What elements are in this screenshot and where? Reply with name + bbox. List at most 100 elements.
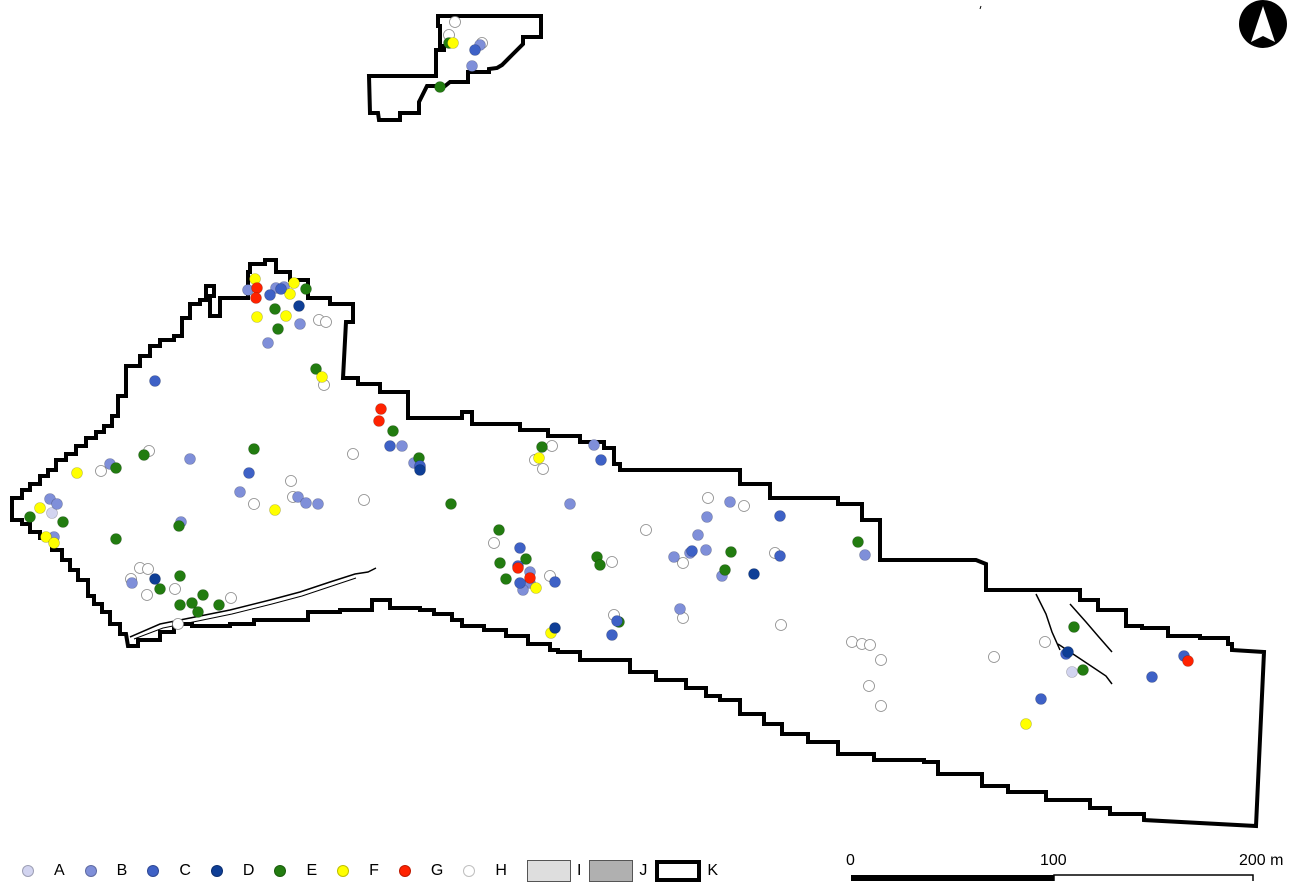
sample-point-g (375, 403, 387, 415)
legend-item-d: D (210, 862, 255, 880)
north-arrow-icon (1239, 0, 1287, 48)
legend-label-f: F (369, 862, 379, 879)
sample-point-b (859, 549, 871, 561)
sample-point-f (533, 452, 545, 464)
scale-label-100: 100 (1040, 852, 1067, 869)
sample-point-h (358, 494, 370, 506)
legend-label-i: I (576, 862, 582, 879)
sample-point-e (536, 441, 548, 453)
sample-point-c (264, 289, 276, 301)
sample-point-e (248, 443, 260, 455)
legend-swatch-c (147, 865, 160, 877)
sample-point-h (488, 537, 500, 549)
sample-point-b (300, 497, 312, 509)
sample-point-h (775, 619, 787, 631)
sample-point-c (686, 545, 698, 557)
legend-item-c: C (147, 862, 191, 880)
sample-point-h (988, 651, 1000, 663)
sample-point-d (149, 573, 161, 585)
sample-point-e (434, 81, 446, 93)
sample-point-e (174, 599, 186, 611)
sample-point-e (1077, 664, 1089, 676)
sample-point-c (384, 440, 396, 452)
sample-point-c (549, 576, 561, 588)
sample-point-b (668, 551, 680, 563)
sample-point-e (493, 524, 505, 536)
sample-point-c (611, 615, 623, 627)
sample-point-h (172, 618, 184, 630)
legend-swatch-d (210, 865, 223, 877)
legend-swatch-b (84, 865, 97, 877)
sample-point-f (251, 311, 263, 323)
legend-label-d: D (242, 862, 255, 879)
sample-point-h (347, 448, 359, 460)
sample-point-f (284, 288, 296, 300)
road-line (133, 577, 357, 640)
sample-point-h (320, 316, 332, 328)
sample-point-c (595, 454, 607, 466)
sample-point-c (606, 629, 618, 641)
sample-point-c (469, 44, 481, 56)
sample-point-b (724, 496, 736, 508)
sample-point-f (269, 504, 281, 516)
legend-swatch-j (589, 860, 634, 882)
sample-point-e (154, 583, 166, 595)
sample-point-e (1068, 621, 1080, 633)
sample-point-e (110, 533, 122, 545)
legend-item-i: I (526, 860, 582, 882)
sample-point-f (316, 371, 328, 383)
scale-end-value: 200 (1239, 852, 1266, 869)
sample-point-b (262, 337, 274, 349)
sample-point-b (692, 529, 704, 541)
sample-point-b (184, 453, 196, 465)
sample-point-f (280, 310, 292, 322)
sample-point-e (520, 553, 532, 565)
sample-point-g (251, 282, 263, 294)
scale-unit: m (1270, 852, 1284, 869)
sample-point-c (1146, 671, 1158, 683)
legend-item-e: E (274, 862, 317, 880)
map-artifact (979, 5, 982, 10)
sample-point-c (243, 467, 255, 479)
sample-point-h (546, 440, 558, 452)
scale-bar (851, 874, 1254, 881)
scale-label-200: 200 m (1239, 852, 1283, 870)
sample-point-e (269, 303, 281, 315)
sample-point-f (288, 277, 300, 289)
sample-point-h (1039, 636, 1051, 648)
sample-point-f (71, 467, 83, 479)
sample-point-b (701, 511, 713, 523)
sample-point-h (169, 583, 181, 595)
sample-point-h (738, 500, 750, 512)
sample-point-c (1035, 693, 1047, 705)
sample-point-e (310, 363, 322, 375)
sample-point-c (514, 577, 526, 589)
sample-point-e (500, 573, 512, 585)
stream-line (1035, 593, 1061, 651)
sample-point-h (702, 492, 714, 504)
sample-point-f (34, 502, 46, 514)
sample-point-b (588, 439, 600, 451)
map-legend: A B C D E F G H I J K (22, 860, 738, 882)
sample-point-b (294, 318, 306, 330)
legend-item-f: F (337, 862, 379, 880)
legend-swatch-k (655, 860, 702, 882)
sample-point-f (1020, 718, 1032, 730)
legend-item-g: G (398, 862, 443, 880)
sample-point-h (537, 463, 549, 475)
sample-point-f (48, 537, 60, 549)
legend-label-k: K (707, 862, 719, 879)
sample-point-h (285, 475, 297, 487)
sample-point-d (748, 568, 760, 580)
legend-item-h: H (463, 862, 507, 880)
sample-point-e (24, 511, 36, 523)
sample-point-h (141, 589, 153, 601)
sample-point-c (514, 542, 526, 554)
sample-point-d (414, 464, 426, 476)
sample-point-b (466, 60, 478, 72)
sample-point-e (852, 536, 864, 548)
sample-point-b (234, 486, 246, 498)
sample-point-b (292, 491, 304, 503)
sample-point-f (447, 37, 459, 49)
